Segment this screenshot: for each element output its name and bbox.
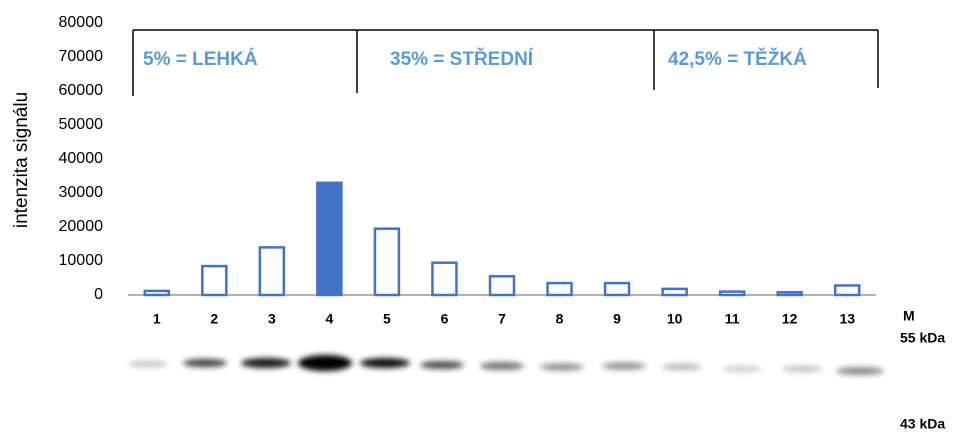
annotation: 35% = STŘEDNÍ <box>390 48 534 70</box>
x-tick-label: 5 <box>383 311 391 327</box>
x-tick-label: 1 <box>153 311 161 327</box>
x-tick-label: 2 <box>210 311 218 327</box>
blot-label: 55 kDa <box>900 330 945 346</box>
bar <box>603 281 631 297</box>
bar <box>431 261 458 297</box>
y-tick-label: 50000 <box>59 116 104 133</box>
x-tick-label: 6 <box>441 311 449 327</box>
y-tick-label: 0 <box>94 286 103 303</box>
bar <box>316 181 343 297</box>
y-tick-label: 10000 <box>59 252 104 269</box>
brackets <box>132 29 879 96</box>
y-tick-label: 80000 <box>59 14 104 31</box>
y-tick-label: 60000 <box>59 82 104 99</box>
bar <box>143 289 171 297</box>
x-tick-label: 11 <box>725 311 740 327</box>
bar <box>373 227 401 297</box>
bar <box>661 287 688 297</box>
x-tick-label: 4 <box>325 311 333 327</box>
x-tick-label: 13 <box>839 311 855 327</box>
y-tick-label: 70000 <box>59 48 104 65</box>
x-tick-label: 8 <box>556 311 564 327</box>
annotation: 5% = LEHKÁ <box>143 48 258 70</box>
blot-label: 43 kDa <box>900 416 945 432</box>
y-tick-label: 20000 <box>59 218 104 235</box>
bar <box>718 290 746 297</box>
bar <box>833 284 861 297</box>
y-tick-label: 30000 <box>59 184 104 201</box>
bar <box>258 246 286 297</box>
x-tick-label: 9 <box>613 311 621 327</box>
x-tick-label: 7 <box>498 311 506 327</box>
y-tick-label: 40000 <box>59 150 104 167</box>
x-tick-label: 12 <box>782 311 798 327</box>
bar <box>201 264 228 297</box>
bar <box>546 281 573 297</box>
x-tick-label: 10 <box>667 311 683 327</box>
x-tick-label: 3 <box>268 311 276 327</box>
blot-bands <box>128 355 884 375</box>
bar <box>488 275 516 297</box>
annotation: 42,5% = TĚŽKÁ <box>668 48 807 70</box>
blot-label: M <box>903 308 915 324</box>
bar <box>776 291 803 297</box>
y-axis-label: intenzita signálu <box>11 92 32 228</box>
